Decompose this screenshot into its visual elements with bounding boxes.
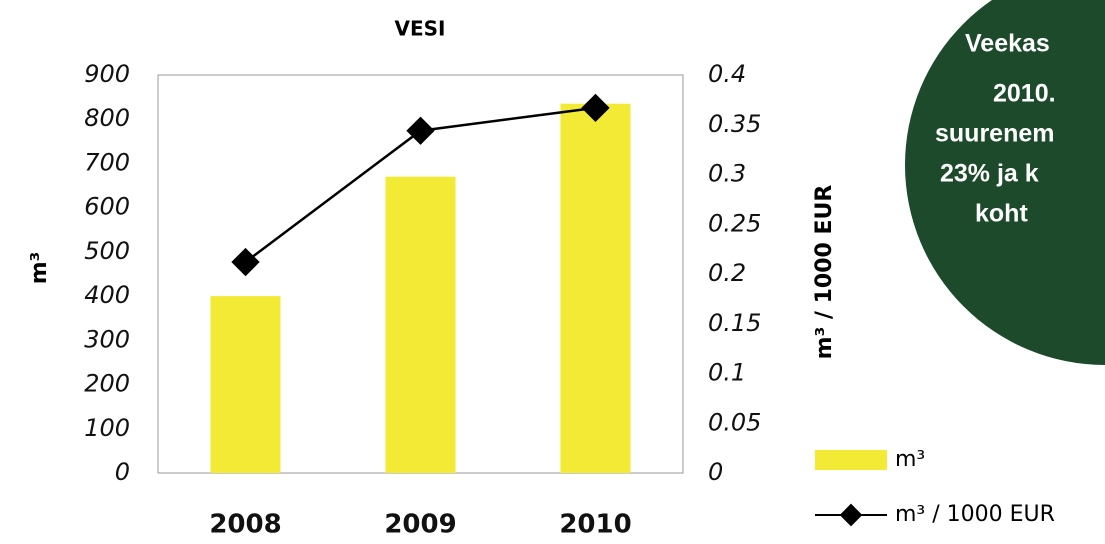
x-tick-label: 2010: [559, 510, 631, 540]
y2-axis-label: m³ / 1000 EUR: [812, 185, 837, 360]
bar: [210, 296, 281, 473]
callout-text: suurenem: [935, 120, 1054, 148]
x-tick-label: 2008: [209, 510, 281, 540]
callout-text: koht: [975, 200, 1028, 228]
y-tick-label: 0: [115, 458, 130, 486]
bar: [560, 103, 631, 473]
legend-label: m³: [895, 447, 925, 472]
callout-text: Veekas: [965, 30, 1050, 58]
y-tick-label: 700: [84, 148, 130, 176]
y2-tick-label: 0.4: [708, 60, 746, 88]
y-tick-label: 100: [84, 414, 130, 442]
legend-swatch: [839, 503, 863, 527]
line-marker: [231, 247, 260, 277]
y2-tick-label: 0: [708, 458, 723, 486]
chart-title: VESI: [395, 17, 446, 41]
y2-tick-label: 0.3: [708, 160, 746, 188]
line-marker: [406, 116, 435, 145]
callout-circle: [905, 0, 1105, 365]
y-tick-label: 800: [84, 104, 130, 132]
callout-text: 23% ja k: [940, 160, 1039, 188]
y2-tick-label: 0.2: [708, 259, 746, 287]
y2-tick-label: 0.05: [708, 408, 761, 436]
y2-tick-label: 0.25: [708, 209, 761, 237]
y2-tick-label: 0.1: [708, 359, 746, 387]
y2-tick-label: 0.15: [708, 309, 761, 337]
y-tick-label: 600: [84, 193, 130, 221]
y-tick-label: 400: [84, 281, 130, 309]
y-tick-label: 900: [84, 60, 130, 88]
y2-tick-label: 0.35: [708, 110, 761, 138]
x-tick-label: 2009: [384, 510, 456, 540]
line-marker: [581, 93, 610, 122]
legend-label: m³ / 1000 EUR: [895, 502, 1055, 527]
legend-swatch: [815, 450, 887, 470]
bar: [385, 176, 456, 473]
y-axis-label: m³: [27, 252, 52, 285]
callout-text: 2010.: [993, 80, 1056, 108]
y-tick-label: 500: [84, 237, 130, 265]
y-tick-label: 300: [84, 325, 130, 353]
y-tick-label: 200: [84, 370, 130, 398]
